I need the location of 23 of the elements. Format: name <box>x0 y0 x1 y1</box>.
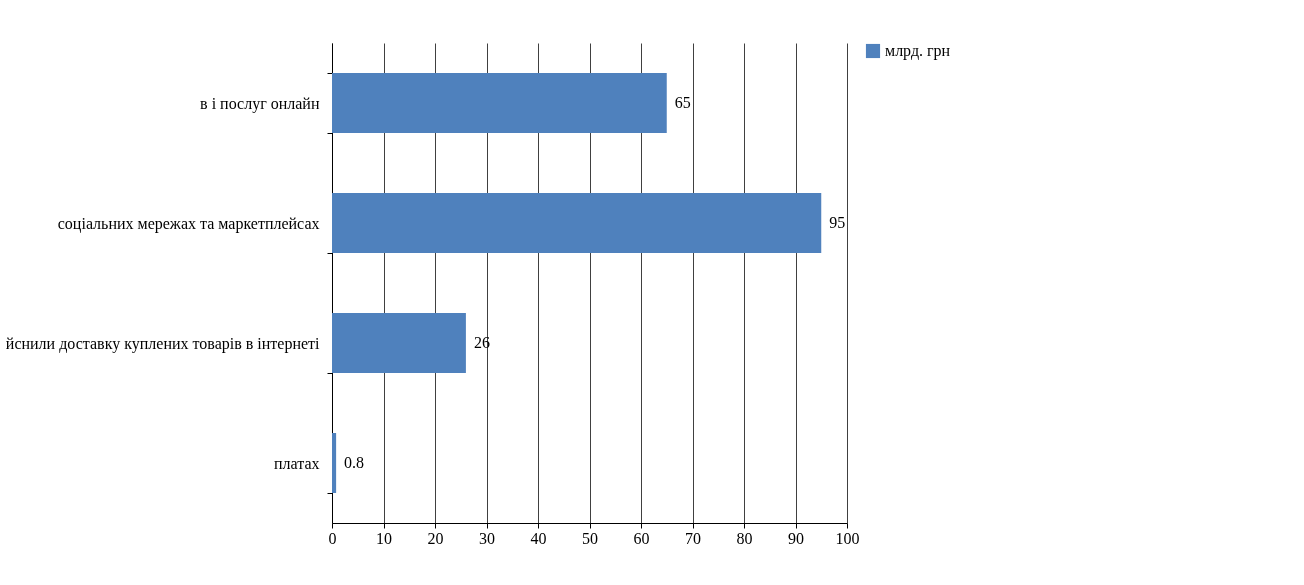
x-tick-label: 0 <box>328 529 337 547</box>
data-label: 0.8 <box>344 454 365 471</box>
y-tick-label: в і послуг онлайн <box>200 94 320 113</box>
bar <box>332 433 337 493</box>
x-tick-label: 60 <box>633 529 650 547</box>
x-tick-label: 80 <box>736 529 753 547</box>
y-tick-label: соціальних мережах та маркетплейсах <box>57 214 320 233</box>
x-tick-label: 30 <box>479 529 495 547</box>
y-tick-label: платах <box>273 454 320 472</box>
bar <box>332 193 822 253</box>
x-tick-label: 20 <box>427 529 444 547</box>
x-tick-label: 40 <box>530 529 547 547</box>
x-tick-label: 70 <box>685 529 701 547</box>
legend-label: млрд. грн <box>885 42 951 60</box>
data-label: 65 <box>674 94 691 111</box>
x-tick-label: 90 <box>788 529 804 547</box>
y-tick-label: йснили доставку куплених товарів в інтернеті <box>5 334 321 353</box>
x-tick-label: 10 <box>376 529 392 547</box>
x-tick-label: 50 <box>582 529 598 547</box>
bar <box>332 73 667 133</box>
bar <box>332 313 466 373</box>
data-label: 95 <box>829 214 846 231</box>
x-tick-label: 100 <box>835 529 860 547</box>
